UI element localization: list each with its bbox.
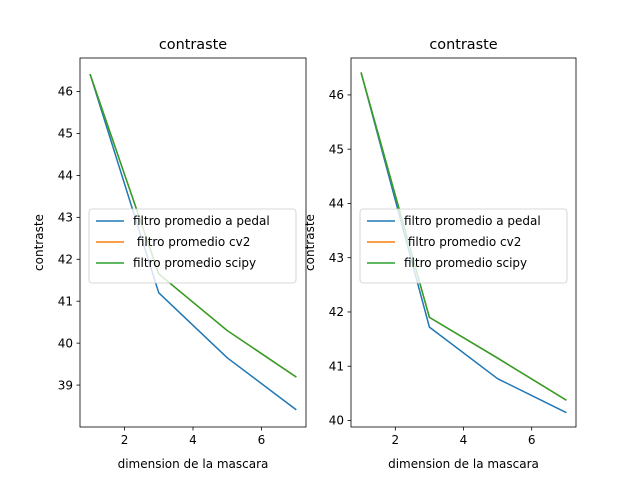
series-line-2 [360,72,567,401]
y-tick-label: 40 [329,414,344,428]
chart-title: contraste [429,37,497,53]
y-tick-label: 41 [329,359,344,373]
y-tick-label: 45 [58,127,73,141]
x-tick-label: 2 [121,433,129,447]
y-tick-label: 40 [58,336,73,350]
x-tick-label: 4 [189,433,197,447]
legend: filtro promedio a pedal filtro promedio … [359,208,568,284]
y-tick-label: 45 [329,142,344,156]
chart-title: contraste [159,37,227,53]
y-tick-label: 39 [58,378,73,392]
y-tick-label: 43 [329,251,344,265]
legend-box [88,208,297,284]
x-tick-label: 6 [528,433,536,447]
y-axis-label: contraste [32,214,46,271]
legend-label-0: filtro promedio a pedal [404,214,541,228]
x-axis-label: dimension de la mascara [118,457,269,471]
legend-label-1: filtro promedio cv2 [404,235,521,249]
series-line-2 [89,73,297,378]
x-tick-label: 6 [258,433,266,447]
series-line-0 [89,73,297,411]
x-axis-label: dimension de la mascara [388,457,539,471]
x-tick-label: 4 [460,433,468,447]
y-tick-label: 44 [329,197,344,211]
y-tick-label: 41 [58,294,73,308]
legend-label-1: filtro promedio cv2 [133,235,250,249]
legend-box [359,208,568,284]
legend-label-0: filtro promedio a pedal [133,214,270,228]
legend: filtro promedio a pedal filtro promedio … [88,208,297,284]
legend-label-2: filtro promedio scipy [404,256,527,270]
y-tick-label: 44 [58,169,73,183]
y-tick-label: 46 [329,88,344,102]
x-tick-label: 2 [391,433,399,447]
y-tick-label: 43 [58,211,73,225]
y-axis-label: contraste [303,214,317,271]
y-tick-label: 46 [58,85,73,99]
series-line-0 [360,72,567,414]
y-tick-label: 42 [58,252,73,266]
y-tick-label: 42 [329,305,344,319]
legend-label-2: filtro promedio scipy [133,256,256,270]
